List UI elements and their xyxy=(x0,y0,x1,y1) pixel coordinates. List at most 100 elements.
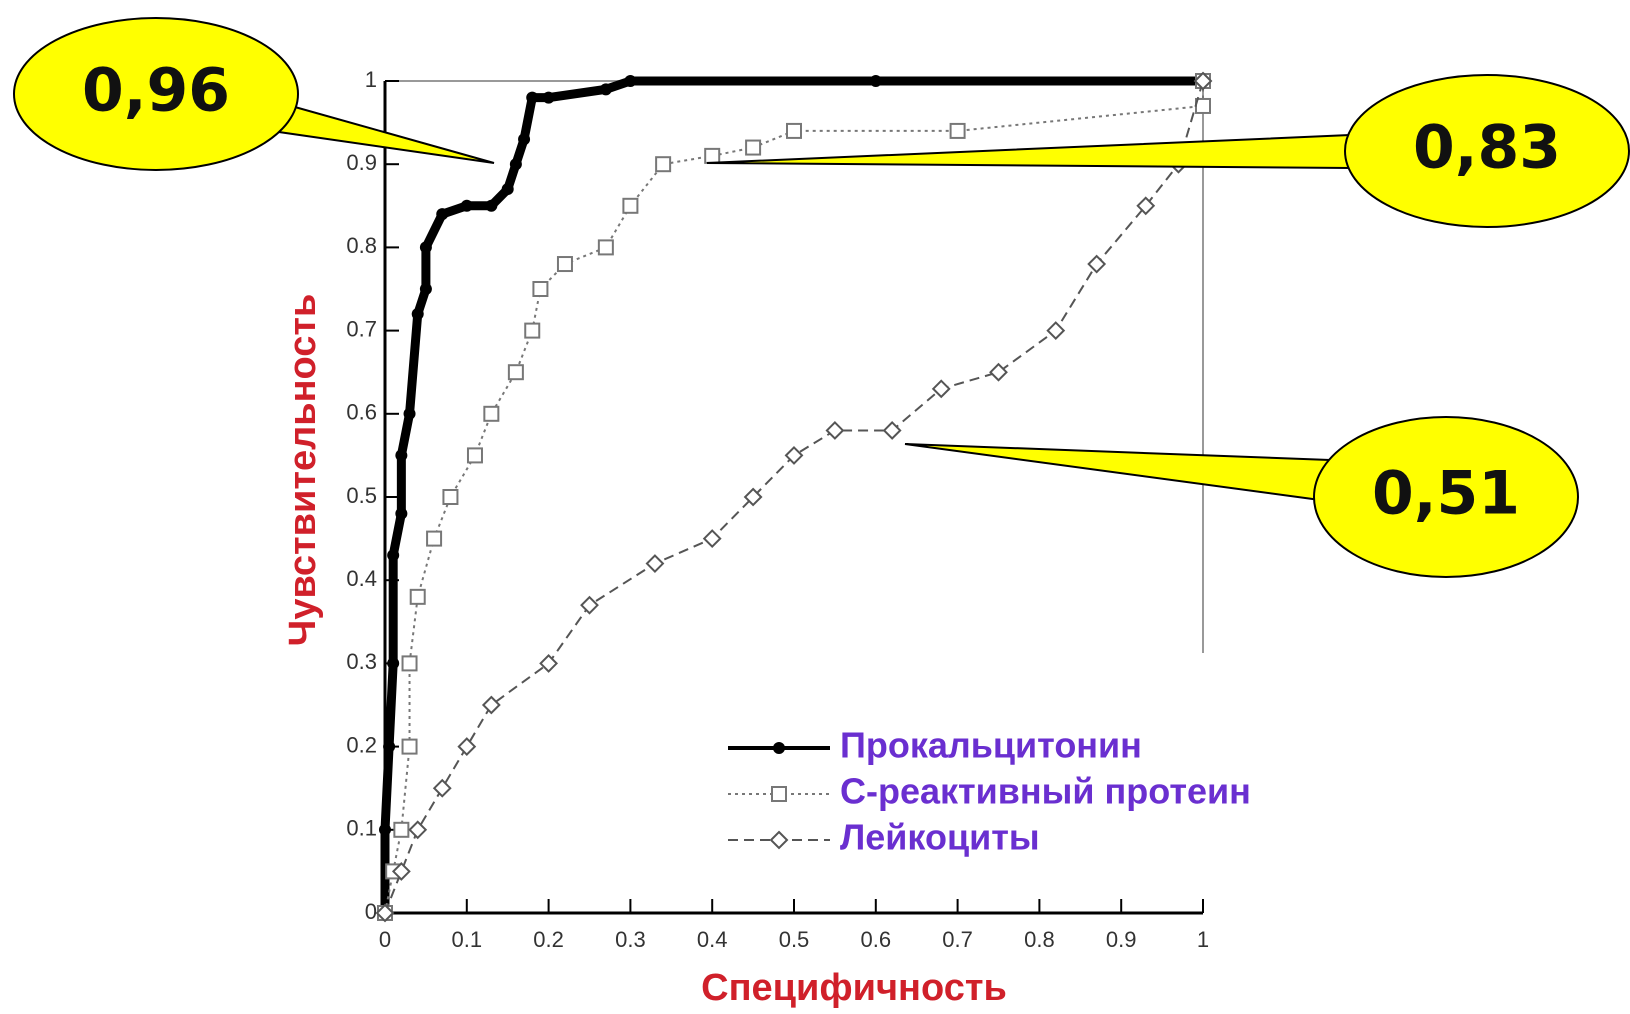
marker xyxy=(393,821,410,838)
callout-label: 0,96 xyxy=(82,56,230,126)
marker xyxy=(532,281,549,297)
marker xyxy=(383,740,396,753)
y-axis-label: Чувствительность xyxy=(282,294,324,647)
x-tick-label: 0.2 xyxy=(533,927,564,952)
marker xyxy=(501,183,514,196)
marker xyxy=(655,156,672,173)
callout-label: 0,83 xyxy=(1413,113,1561,183)
marker xyxy=(460,199,473,212)
marker xyxy=(419,283,432,295)
callout xyxy=(1313,416,1579,578)
marker xyxy=(509,158,522,171)
marker xyxy=(771,786,787,802)
marker xyxy=(395,507,408,520)
y-tick-label: 0.2 xyxy=(346,732,377,757)
marker xyxy=(526,91,539,104)
marker xyxy=(524,322,541,339)
y-tick-label: 1 xyxy=(365,67,377,92)
y-tick-label: 0.7 xyxy=(346,316,377,341)
marker xyxy=(408,820,428,840)
marker xyxy=(624,75,637,87)
marker xyxy=(419,241,432,254)
x-tick-label: 0.3 xyxy=(615,927,646,952)
marker xyxy=(704,147,721,164)
marker xyxy=(931,379,951,399)
marker xyxy=(743,487,763,507)
x-tick-label: 0.8 xyxy=(1024,927,1055,952)
marker xyxy=(375,903,395,923)
marker xyxy=(989,362,1008,382)
marker xyxy=(769,830,789,850)
marker xyxy=(481,695,501,715)
marker xyxy=(387,549,400,562)
y-tick-label: 0.4 xyxy=(346,566,377,591)
x-tick-label: 0.9 xyxy=(1106,927,1137,952)
marker xyxy=(784,445,804,465)
marker xyxy=(387,657,400,670)
marker xyxy=(379,823,391,836)
x-tick-label: 0.6 xyxy=(861,927,892,952)
marker xyxy=(401,738,418,755)
marker xyxy=(597,239,614,256)
y-tick-label: 0.8 xyxy=(346,233,377,258)
marker xyxy=(1193,71,1213,91)
marker xyxy=(949,122,966,139)
series-line xyxy=(384,80,1204,914)
marker xyxy=(411,307,424,320)
marker xyxy=(869,75,882,87)
y-tick-label: 0.6 xyxy=(346,400,377,425)
x-tick-label: 0.1 xyxy=(452,927,483,952)
marker xyxy=(622,197,639,214)
marker xyxy=(786,122,802,139)
marker xyxy=(1136,196,1156,216)
marker xyxy=(466,447,483,464)
marker xyxy=(409,588,426,605)
y-tick-label: 0.3 xyxy=(346,649,377,674)
x-tick-label: 1 xyxy=(1197,927,1209,952)
marker xyxy=(485,199,498,212)
x-tick-label: 0 xyxy=(379,927,391,952)
marker xyxy=(403,407,416,420)
callout xyxy=(1344,74,1630,228)
marker xyxy=(539,653,559,673)
callout xyxy=(13,17,299,171)
marker xyxy=(391,861,411,881)
marker xyxy=(1087,254,1107,274)
y-tick-label: 0.9 xyxy=(346,150,377,175)
x-tick-label: 0.4 xyxy=(697,927,728,952)
y-tick-label: 0 xyxy=(365,899,377,924)
marker xyxy=(702,529,722,549)
marker xyxy=(483,405,500,422)
marker xyxy=(457,737,477,757)
marker xyxy=(745,139,762,156)
callout-pointer xyxy=(904,443,1332,502)
marker xyxy=(395,449,408,462)
callout-label: 0,51 xyxy=(1372,459,1520,529)
legend-label: Лейкоциты xyxy=(840,817,1040,858)
marker xyxy=(1046,321,1066,341)
x-axis-label: Специфичность xyxy=(701,967,1007,1009)
legend-label: С-реактивный протеин xyxy=(840,771,1251,812)
marker xyxy=(426,530,443,547)
marker xyxy=(645,554,665,573)
marker xyxy=(518,133,531,146)
marker xyxy=(442,489,459,505)
marker xyxy=(773,742,785,754)
marker xyxy=(507,364,524,381)
marker xyxy=(556,256,573,273)
callout-pointer xyxy=(706,133,1351,170)
callout-pointer xyxy=(263,98,495,164)
marker xyxy=(401,655,418,672)
marker xyxy=(825,421,845,440)
marker xyxy=(580,595,599,615)
marker xyxy=(882,421,902,440)
x-tick-label: 0.7 xyxy=(942,927,973,952)
marker xyxy=(542,91,555,104)
marker xyxy=(436,208,449,221)
legend-label: Прокальцитонин xyxy=(840,725,1142,766)
marker xyxy=(599,83,612,96)
y-tick-label: 0.5 xyxy=(346,483,377,508)
x-tick-label: 0.5 xyxy=(779,927,810,952)
y-tick-label: 0.1 xyxy=(346,816,377,841)
